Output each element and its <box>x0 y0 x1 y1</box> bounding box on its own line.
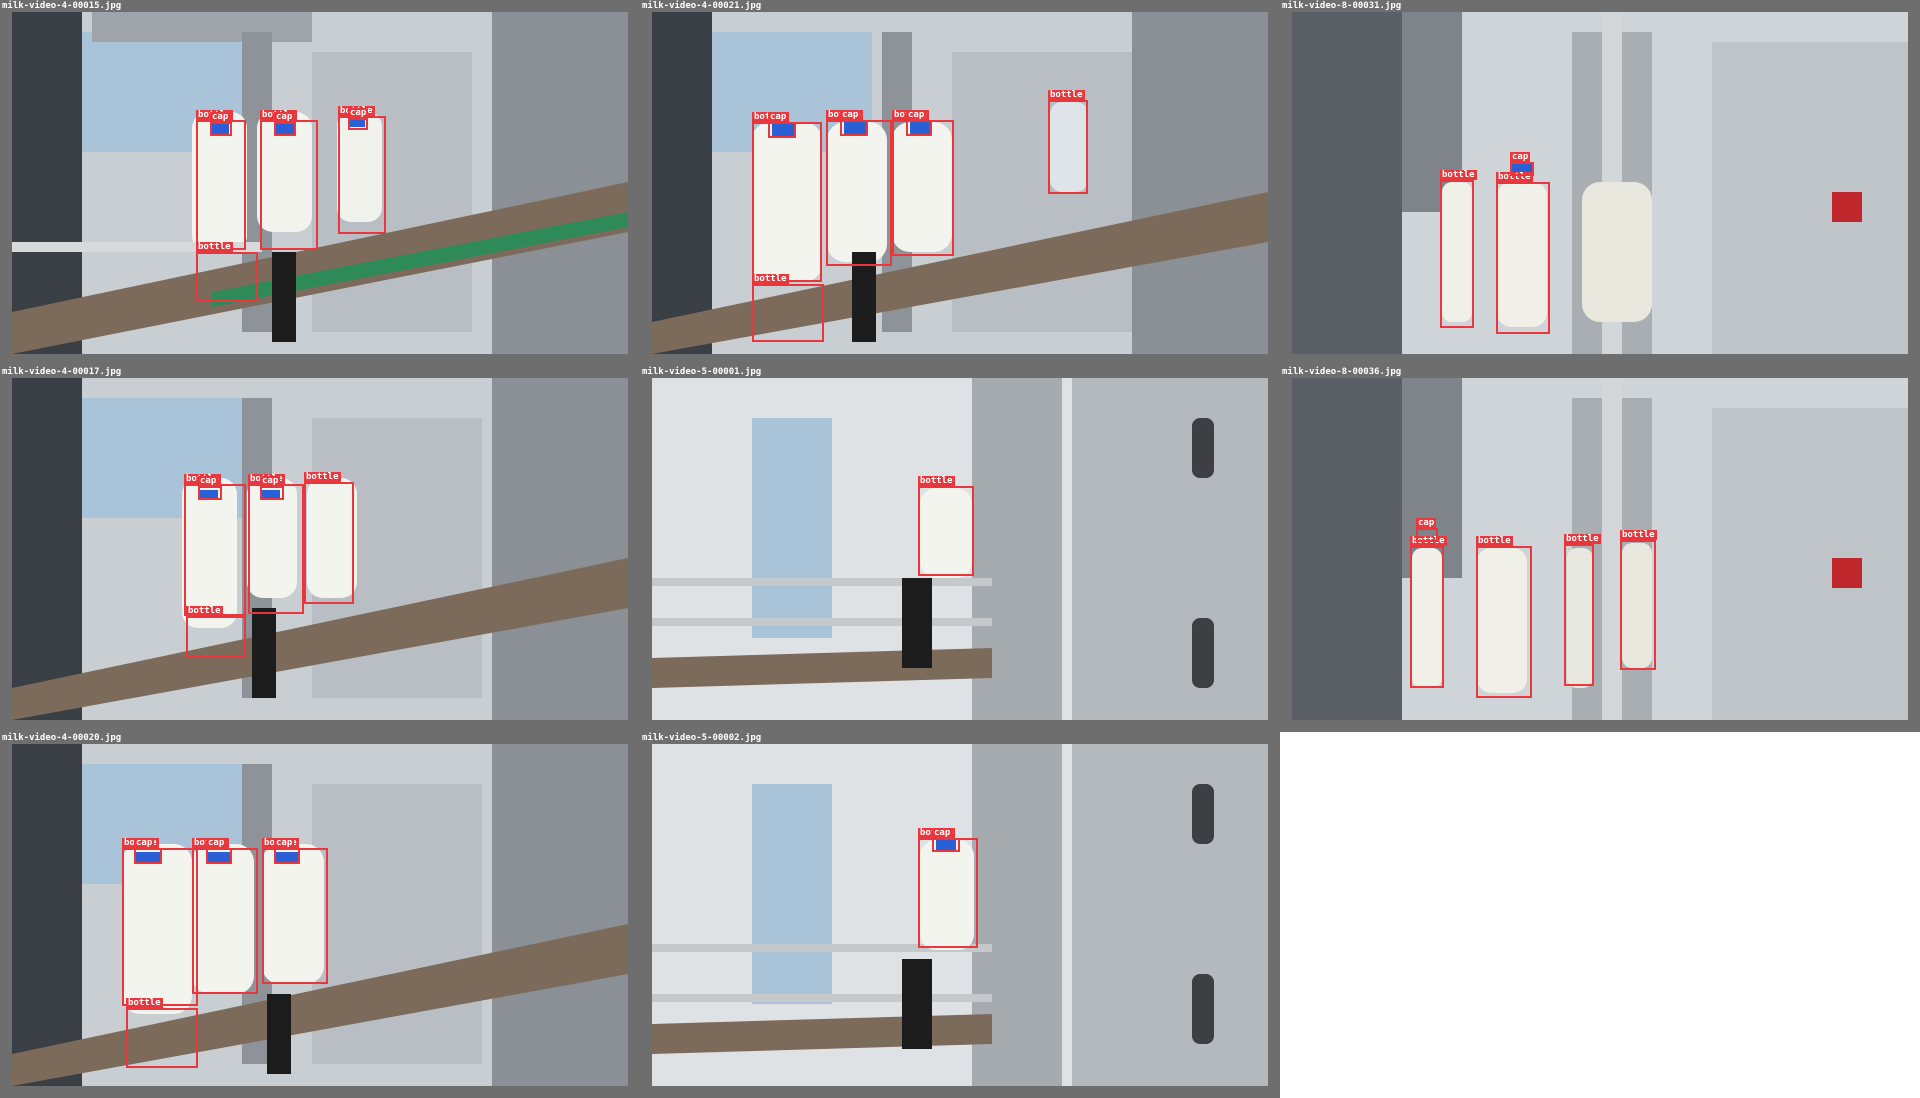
tile-milk-video-4-00017: milk-video-4-00017.jpg bottle cap bottle… <box>0 366 640 732</box>
tile-filename: milk-video-4-00020.jpg <box>2 733 122 743</box>
bbox-bottle: bottle <box>196 110 246 250</box>
bbox-label: cap <box>840 110 861 120</box>
tile-filename: milk-video-8-00036.jpg <box>1282 367 1402 377</box>
tile-milk-video-8-00036: milk-video-8-00036.jpg bottle cap bottle… <box>1280 366 1920 732</box>
tile-filename: milk-video-4-00021.jpg <box>642 1 762 11</box>
bbox-bottle: bottle <box>918 476 974 576</box>
bbox-bottle: bottle <box>1620 530 1657 670</box>
tile-milk-video-4-00021: milk-video-4-00021.jpg bottle cap bottle… <box>640 0 1280 366</box>
bbox-cap: cap <box>768 112 796 138</box>
bbox-label: bottle <box>196 242 233 252</box>
bbox-bottle: bottle <box>1410 536 1447 688</box>
bbox-cap: cap <box>1416 518 1438 542</box>
bbox-bottle: bottle <box>126 998 198 1068</box>
bbox-cap: cap <box>134 838 162 864</box>
bbox-label: bottle <box>304 472 341 482</box>
bbox-cap: cap <box>206 838 232 864</box>
bbox-bottle: bottle <box>304 472 354 604</box>
bbox-label: cap <box>1416 518 1437 528</box>
bbox-cap: cap <box>274 838 300 864</box>
tile-filename: milk-video-5-00001.jpg <box>642 367 762 377</box>
bbox-bottle: bottle <box>260 110 318 250</box>
photo: bottle bottle cap <box>1292 12 1908 354</box>
photo: bottle cap bottle cap bottle cap bottle … <box>652 12 1268 354</box>
photo: bottle <box>652 378 1268 720</box>
bbox-bottle: bottle <box>1476 536 1532 698</box>
tile-milk-video-4-00020: milk-video-4-00020.jpg bottle cap bottle… <box>0 732 640 1098</box>
bbox-label: cap <box>206 838 227 848</box>
bbox-label: cap <box>134 838 155 848</box>
bbox-label: cap <box>274 838 295 848</box>
photo-scene <box>652 744 1268 1086</box>
tile-milk-video-8-00031: milk-video-8-00031.jpg bottle bottle cap <box>1280 0 1920 366</box>
photo-scene <box>652 12 1268 354</box>
bbox-label: cap <box>210 112 231 122</box>
bbox-label: bottle <box>1476 536 1513 546</box>
tile-milk-video-4-00015: milk-video-4-00015.jpg bottle cap bottle… <box>0 0 640 366</box>
bbox-label: bottle <box>752 274 789 284</box>
photo: bottle cap bottle bottle bottle <box>1292 378 1908 720</box>
bbox-bottle: bottle <box>184 474 246 616</box>
bbox-label: cap <box>274 112 295 122</box>
bbox-bottle: bottle <box>1048 90 1088 194</box>
tile-filename: milk-video-8-00031.jpg <box>1282 1 1402 11</box>
bbox-cap: cap <box>906 110 932 136</box>
bbox-label: cap <box>906 110 927 120</box>
bbox-cap: cap <box>840 110 868 136</box>
bbox-bottle: bottle <box>192 838 258 994</box>
bbox-bottle: bottle <box>186 606 246 658</box>
bbox-label: bottle <box>1564 534 1601 544</box>
bbox-cap: cap <box>260 476 284 500</box>
bbox-bottle: bottle <box>826 110 892 266</box>
tile-filename: milk-video-4-00015.jpg <box>2 1 122 11</box>
photo: bottle cap bottle cap bottle bottle <box>12 378 628 720</box>
photo-scene <box>652 378 1268 720</box>
bbox-cap: cap <box>198 476 222 500</box>
bbox-bottle: bottle <box>918 828 978 948</box>
bbox-label: cap <box>198 476 219 486</box>
bbox-cap: cap <box>210 112 232 136</box>
bbox-label: bottle <box>186 606 223 616</box>
bbox-bottle: bottle <box>248 474 304 614</box>
bbox-label: cap <box>768 112 789 122</box>
bbox-label: cap <box>1510 152 1531 162</box>
bbox-label: cap <box>260 476 281 486</box>
bbox-bottle: bottle <box>752 274 824 342</box>
bbox-label: cap <box>932 828 953 838</box>
photo-scene <box>12 12 628 354</box>
bbox-label: bottle <box>1496 172 1533 182</box>
bbox-label: bottle <box>1440 170 1477 180</box>
tile-milk-video-5-00001: milk-video-5-00001.jpg bottle <box>640 366 1280 732</box>
bbox-bottle: bottle <box>1440 170 1477 328</box>
bbox-label: bottle <box>1620 530 1657 540</box>
bbox-bottle: bottle <box>1496 172 1550 334</box>
bbox-bottle: bottle <box>1564 534 1601 686</box>
bbox-cap: cap <box>274 112 296 136</box>
bbox-label: cap <box>348 108 369 118</box>
bbox-cap: cap <box>932 828 960 852</box>
tile-filename: milk-video-5-00002.jpg <box>642 733 762 743</box>
bbox-bottle: bottle <box>262 838 328 984</box>
bbox-bottle: bottle <box>338 106 386 234</box>
photo: bottle cap bottle cap bottle cap bottle <box>12 744 628 1086</box>
photo-scene <box>12 744 628 1086</box>
bbox-bottle: bottle <box>892 110 954 256</box>
bbox-bottle: bottle <box>196 242 258 302</box>
tile-milk-video-5-00002: milk-video-5-00002.jpg bottle cap <box>640 732 1280 1098</box>
bbox-label: bottle <box>1048 90 1085 100</box>
photo-scene <box>1292 12 1908 354</box>
bbox-label: bottle <box>918 476 955 486</box>
bbox-cap: cap <box>1510 152 1534 176</box>
tile-filename: milk-video-4-00017.jpg <box>2 367 122 377</box>
photo: bottle cap <box>652 744 1268 1086</box>
bbox-label: bottle <box>126 998 163 1008</box>
photo: bottle cap bottle cap bottle cap bottle <box>12 12 628 354</box>
bbox-bottle: bottle <box>752 112 822 282</box>
photo-scene <box>12 378 628 720</box>
photo-scene <box>1292 378 1908 720</box>
bbox-cap: cap <box>348 108 369 130</box>
bbox-bottle: bottle <box>122 838 198 1006</box>
